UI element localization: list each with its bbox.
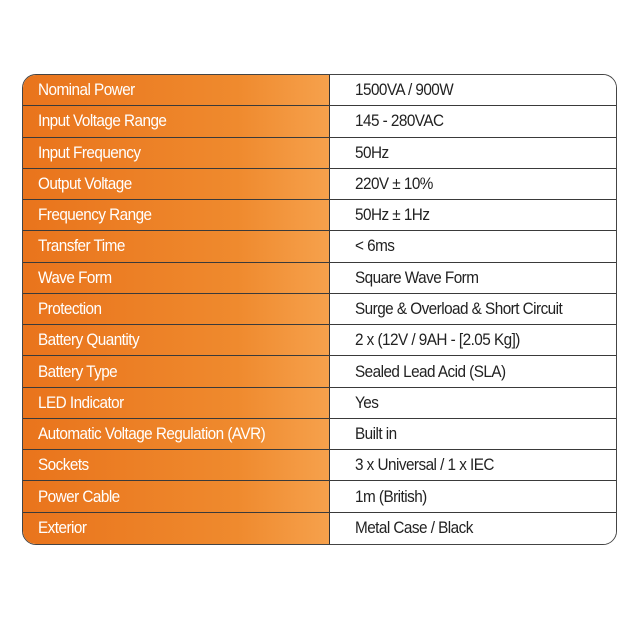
spec-value: 145 - 280VAC <box>355 111 444 131</box>
spec-label-cell: Input Frequency <box>23 137 330 168</box>
spec-value-cell: 50Hz ± 1Hz <box>330 200 616 231</box>
spec-row: Battery Type Sealed Lead Acid (SLA) <box>23 356 616 388</box>
spec-value-cell: 220V ± 10% <box>330 168 616 200</box>
spec-label-cell: Nominal Power <box>23 75 330 106</box>
spec-label-cell: Battery Quantity <box>23 325 330 356</box>
spec-label-cell: Battery Type <box>23 356 330 387</box>
spec-value-cell: Yes <box>330 387 616 418</box>
spec-value: Sealed Lead Acid (SLA) <box>355 361 506 381</box>
spec-value: 1m (British) <box>355 486 427 506</box>
spec-label: Input Frequency <box>38 142 141 162</box>
spec-value-cell: 145 - 280VAC <box>330 106 616 137</box>
spec-row: Exterior Metal Case / Black <box>23 512 616 544</box>
spec-label: Battery Quantity <box>38 330 140 350</box>
spec-value: Built in <box>355 424 397 444</box>
spec-value: Metal Case / Black <box>355 518 473 538</box>
spec-label: Nominal Power <box>38 80 135 100</box>
spec-label: Output Voltage <box>38 173 132 193</box>
spec-row: Nominal Power 1500VA / 900W <box>23 75 616 107</box>
spec-value: Surge & Overload & Short Circuit <box>355 298 563 318</box>
spec-value-cell: < 6ms <box>330 231 616 262</box>
spec-label-cell: Sockets <box>23 450 330 481</box>
spec-row: Sockets 3 x Universal / 1 x IEC <box>23 450 616 482</box>
spec-value-cell: 1500VA / 900W <box>330 75 616 106</box>
spec-row: Wave Form Square Wave Form <box>23 262 616 294</box>
spec-label: Protection <box>38 298 102 318</box>
spec-value: 3 x Universal / 1 x IEC <box>355 455 494 475</box>
spec-label-cell: Automatic Voltage Regulation (AVR) <box>23 418 330 450</box>
spec-value: 220V ± 10% <box>355 173 433 193</box>
spec-label-cell: Frequency Range <box>23 200 330 231</box>
spec-label-cell: Output Voltage <box>23 168 330 200</box>
spec-value-cell: Square Wave Form <box>330 262 616 293</box>
spec-value-cell: 3 x Universal / 1 x IEC <box>330 450 616 481</box>
spec-value-cell: Surge & Overload & Short Circuit <box>330 293 616 325</box>
spec-value-cell: 1m (British) <box>330 481 616 512</box>
spec-row: Automatic Voltage Regulation (AVR) Built … <box>23 418 616 451</box>
spec-label-cell: Transfer Time <box>23 231 330 262</box>
spec-label: Transfer Time <box>38 236 125 256</box>
spec-label: Exterior <box>38 518 87 538</box>
spec-table: Nominal Power 1500VA / 900W Input Voltage … <box>22 74 617 545</box>
spec-label-cell: Protection <box>23 293 330 325</box>
spec-value: 50Hz ± 1Hz <box>355 205 430 225</box>
spec-value-cell: 50Hz <box>330 137 616 168</box>
spec-value-cell: Sealed Lead Acid (SLA) <box>330 356 616 387</box>
spec-label: Battery Type <box>38 361 118 381</box>
spec-label-cell: LED Indicator <box>23 387 330 418</box>
spec-value: Square Wave Form <box>355 267 479 287</box>
spec-label: Power Cable <box>38 486 120 506</box>
spec-row: Power Cable 1m (British) <box>23 481 616 513</box>
spec-value: < 6ms <box>355 236 395 256</box>
spec-value: Yes <box>355 392 379 412</box>
spec-label: Wave Form <box>38 267 112 287</box>
spec-label: Frequency Range <box>38 205 152 225</box>
spec-row: Input Voltage Range 145 - 280VAC <box>23 106 616 138</box>
spec-label-cell: Exterior <box>23 512 330 544</box>
spec-label: LED Indicator <box>38 392 124 412</box>
spec-label: Automatic Voltage Regulation (AVR) <box>38 424 266 444</box>
spec-row: Output Voltage 220V ± 10% <box>23 168 616 201</box>
spec-row: Battery Quantity 2 x (12V / 9AH - [2.05 K… <box>23 325 616 357</box>
spec-label: Input Voltage Range <box>38 111 167 131</box>
spec-row: Input Frequency 50Hz <box>23 137 616 169</box>
spec-value: 2 x (12V / 9AH - [2.05 Kg]) <box>355 330 520 350</box>
spec-label-cell: Input Voltage Range <box>23 106 330 137</box>
spec-value-cell: 2 x (12V / 9AH - [2.05 Kg]) <box>330 325 616 356</box>
spec-value: 1500VA / 900W <box>355 80 454 100</box>
spec-row: Frequency Range 50Hz ± 1Hz <box>23 200 616 232</box>
spec-row: LED Indicator Yes <box>23 387 616 419</box>
spec-label-cell: Power Cable <box>23 481 330 512</box>
spec-value: 50Hz <box>355 142 389 162</box>
spec-row: Transfer Time < 6ms <box>23 231 616 263</box>
spec-row: Protection Surge & Overload & Short Circu… <box>23 293 616 326</box>
spec-value-cell: Metal Case / Black <box>330 512 616 544</box>
spec-label: Sockets <box>38 455 89 475</box>
spec-value-cell: Built in <box>330 418 616 450</box>
spec-label-cell: Wave Form <box>23 262 330 293</box>
